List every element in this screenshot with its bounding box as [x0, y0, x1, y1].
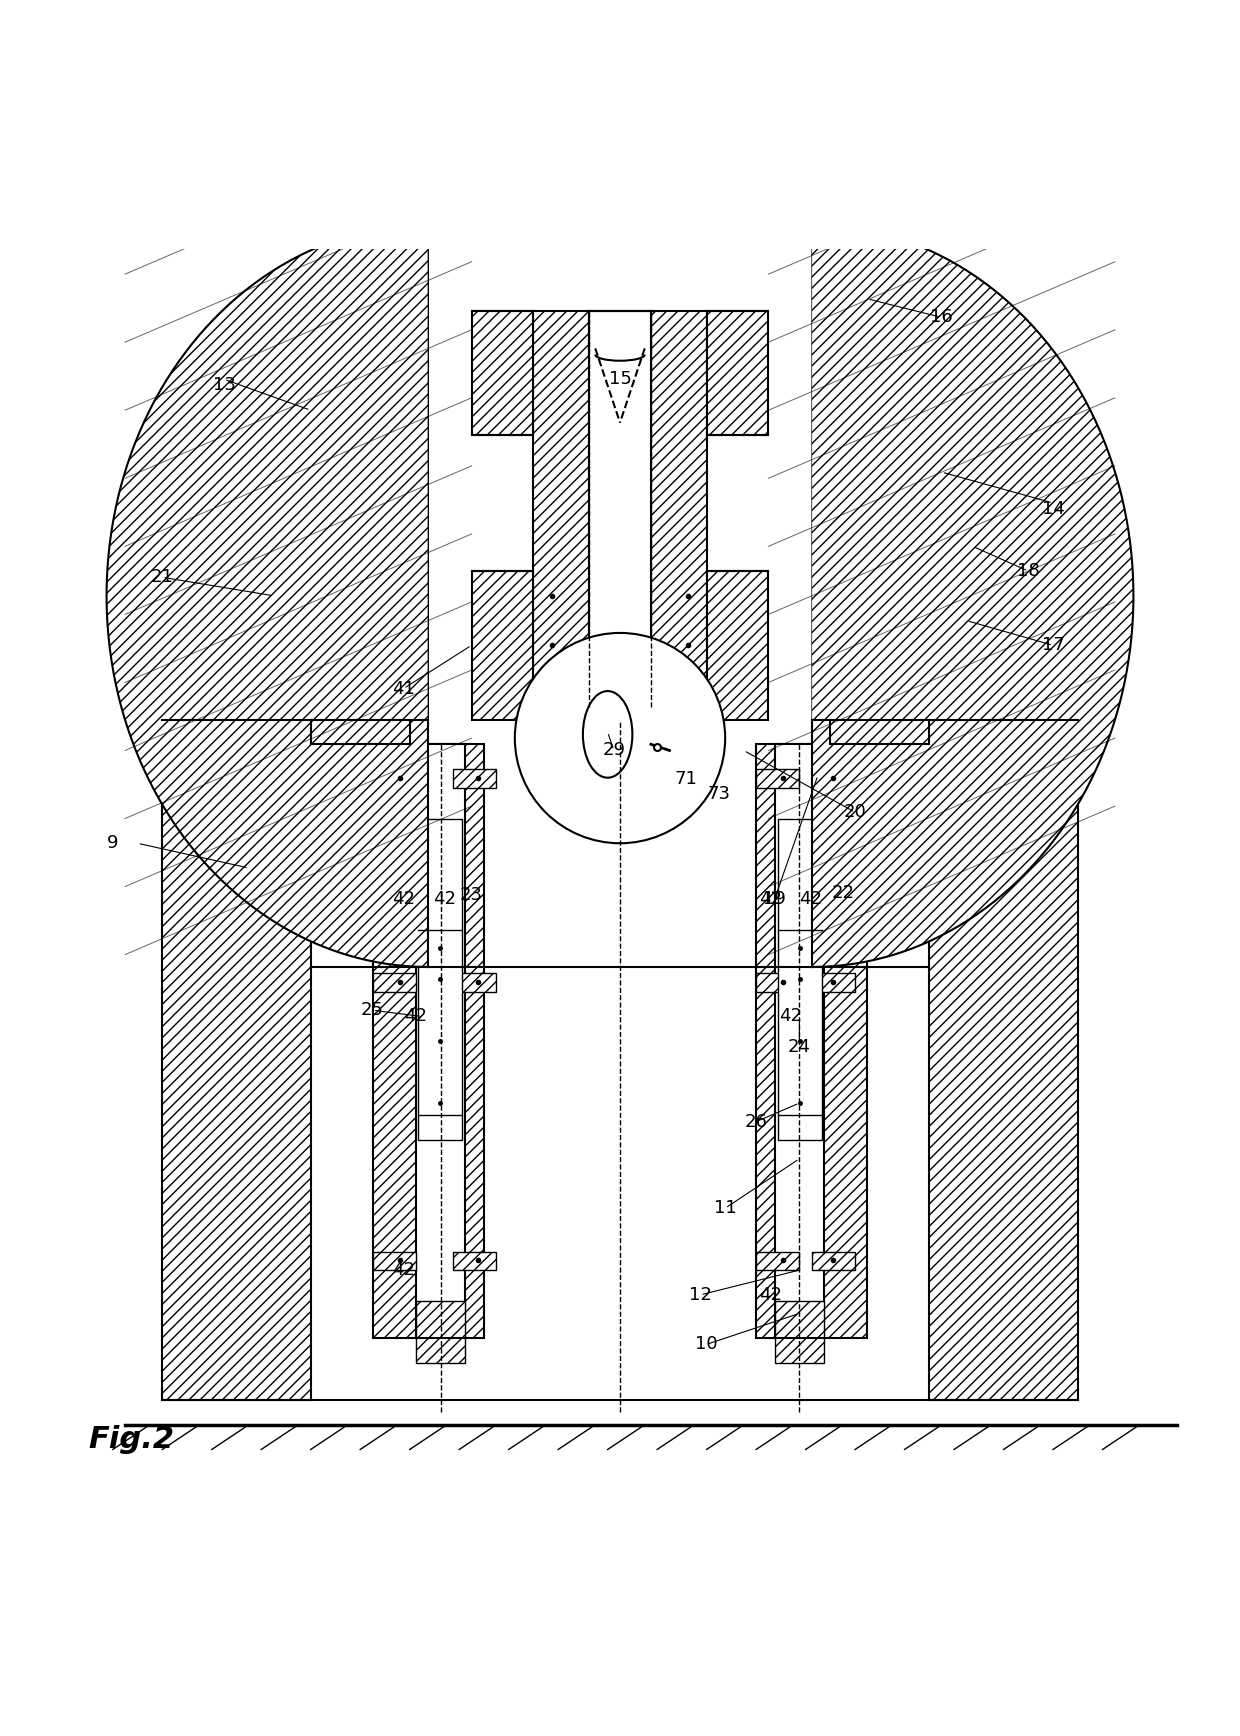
- Bar: [453, 1252, 496, 1271]
- Text: 42: 42: [433, 891, 456, 908]
- Text: 42: 42: [404, 1007, 428, 1026]
- Bar: [779, 818, 822, 1141]
- Bar: [471, 571, 533, 719]
- Bar: [929, 719, 1078, 1399]
- Bar: [756, 974, 800, 991]
- Text: 42: 42: [799, 891, 822, 908]
- Bar: [775, 1300, 825, 1363]
- Text: 29: 29: [603, 741, 625, 759]
- Bar: [812, 769, 856, 788]
- Text: 10: 10: [696, 1335, 718, 1354]
- Bar: [929, 694, 1078, 745]
- Bar: [372, 1252, 415, 1271]
- Text: 13: 13: [212, 377, 236, 394]
- Polygon shape: [812, 224, 1133, 967]
- Bar: [418, 818, 461, 1141]
- Text: 17: 17: [1042, 637, 1064, 654]
- Text: 23: 23: [460, 885, 484, 904]
- Text: 16: 16: [930, 309, 954, 326]
- Bar: [707, 571, 769, 719]
- Text: 18: 18: [1017, 562, 1039, 580]
- Bar: [651, 311, 707, 719]
- Text: 20: 20: [843, 804, 867, 821]
- Bar: [372, 974, 415, 991]
- Text: 71: 71: [675, 771, 697, 788]
- Bar: [756, 1252, 800, 1271]
- Bar: [372, 745, 484, 1338]
- Bar: [162, 694, 311, 745]
- Text: 26: 26: [745, 1113, 768, 1130]
- Bar: [775, 745, 825, 1338]
- Bar: [453, 769, 496, 788]
- Bar: [756, 769, 800, 788]
- Text: 25: 25: [361, 1002, 384, 1019]
- Text: 22: 22: [831, 884, 854, 901]
- Text: 42: 42: [779, 1007, 802, 1026]
- Text: 14: 14: [1042, 500, 1064, 519]
- Text: 73: 73: [708, 785, 730, 802]
- Text: 11: 11: [714, 1200, 737, 1217]
- Ellipse shape: [583, 691, 632, 778]
- Text: 41: 41: [392, 679, 415, 698]
- Bar: [162, 719, 311, 1399]
- Text: 21: 21: [151, 568, 174, 587]
- Bar: [453, 974, 496, 991]
- Bar: [812, 1252, 856, 1271]
- Bar: [415, 745, 465, 1338]
- Bar: [533, 311, 589, 719]
- Bar: [589, 311, 651, 719]
- Bar: [756, 745, 868, 1338]
- Text: 42: 42: [759, 891, 782, 908]
- Text: Fig.2: Fig.2: [88, 1425, 174, 1455]
- Text: 19: 19: [763, 891, 786, 908]
- Text: 24: 24: [787, 1038, 811, 1057]
- Bar: [707, 311, 769, 436]
- Bar: [415, 1300, 465, 1363]
- Text: 12: 12: [689, 1286, 712, 1304]
- Bar: [812, 974, 856, 991]
- Text: 15: 15: [609, 370, 631, 389]
- Bar: [372, 769, 415, 788]
- Bar: [471, 311, 533, 436]
- Circle shape: [515, 634, 725, 844]
- Polygon shape: [107, 224, 428, 967]
- Text: 9: 9: [107, 835, 119, 852]
- Text: 42: 42: [392, 1260, 415, 1279]
- Text: 42: 42: [392, 891, 415, 908]
- Text: 42: 42: [759, 1286, 782, 1304]
